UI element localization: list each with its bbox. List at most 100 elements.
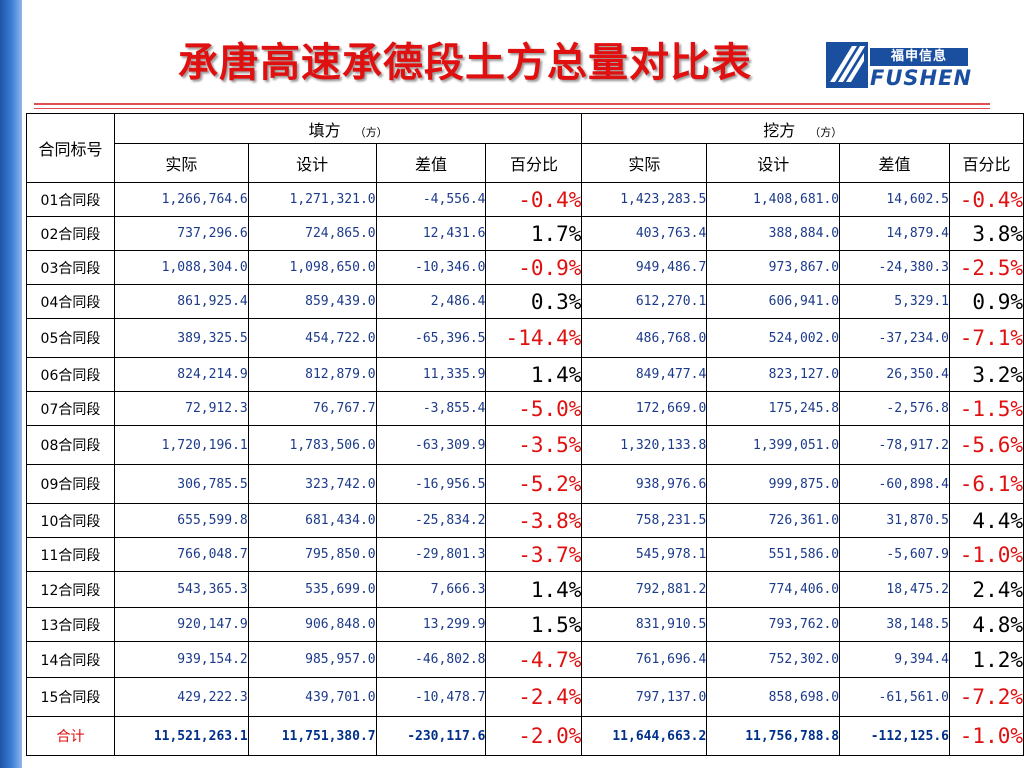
fill-difference-cell: -25,834.2 bbox=[375, 503, 487, 538]
fill-percent-cell: 1.4% bbox=[485, 357, 583, 392]
contract-section-label: 02合同段 bbox=[26, 216, 115, 251]
fill-actual-cell: 861,925.4 bbox=[113, 284, 249, 319]
table-row: 08合同段 1,720,196.1 1,783,506.0 -63,309.9 -3.5… bbox=[26, 425, 1024, 465]
cut-design-cell: 551,586.0 bbox=[706, 537, 841, 572]
table-row: 15合同段 429,222.3 439,701.0 -10,478.7 -2.4% 797… bbox=[26, 677, 1024, 717]
table-row: 06合同段 824,214.9 812,879.0 11,335.9 1.4% 849,4… bbox=[26, 357, 1024, 392]
fill-difference-cell: -29,801.3 bbox=[375, 537, 487, 572]
cut-difference-cell: -2,576.8 bbox=[839, 391, 950, 426]
cut-percent-cell: -5.6% bbox=[949, 425, 1024, 465]
cut-actual-header: 实际 bbox=[581, 143, 708, 183]
cut-actual-cell: 849,477.4 bbox=[581, 357, 708, 392]
fill-design-cell: 724,865.0 bbox=[247, 216, 377, 251]
fill-percent-cell: -14.4% bbox=[485, 318, 583, 358]
fill-actual-cell: 306,785.5 bbox=[113, 464, 249, 504]
total-label: 合计 bbox=[26, 716, 115, 756]
table-row: 12合同段 543,365.3 535,699.0 7,666.3 1.4% 792,88… bbox=[26, 571, 1024, 608]
fill-actual-header: 实际 bbox=[113, 143, 249, 183]
cut-design-cell: 1,399,051.0 bbox=[706, 425, 841, 465]
fushen-logo: 福申信息 FUSHEN bbox=[826, 42, 971, 90]
contract-section-label: 14合同段 bbox=[26, 641, 115, 678]
table-row: 11合同段 766,048.7 795,850.0 -29,801.3 -3.7% 545… bbox=[26, 537, 1024, 572]
fill-group-unit: （方） bbox=[354, 125, 388, 139]
fill-group-label: 填方 bbox=[308, 120, 341, 140]
fill-percent-cell: -0.4% bbox=[485, 182, 583, 217]
cut-actual-cell: 949,486.7 bbox=[581, 250, 708, 285]
table-row: 13合同段 920,147.9 906,848.0 13,299.9 1.5% 831,9… bbox=[26, 607, 1024, 642]
table-row: 05合同段 389,325.5 454,722.0 -65,396.5 -14.4% 48… bbox=[26, 318, 1024, 358]
cut-percent-cell: 0.9% bbox=[949, 284, 1024, 319]
table-row: 14合同段 939,154.2 985,957.0 -46,802.8 -4.7% 761… bbox=[26, 641, 1024, 678]
contract-section-label: 04合同段 bbox=[26, 284, 115, 319]
cut-percent-cell: -0.4% bbox=[949, 182, 1024, 217]
contract-section-label: 07合同段 bbox=[26, 391, 115, 426]
fill-difference-cell: -230,117.6 bbox=[375, 716, 487, 756]
cut-actual-cell: 545,978.1 bbox=[581, 537, 708, 572]
fill-percent-cell: -0.9% bbox=[485, 250, 583, 285]
fill-design-cell: 812,879.0 bbox=[247, 357, 377, 392]
fill-percent-cell: -2.4% bbox=[485, 677, 583, 717]
cut-difference-cell: -37,234.0 bbox=[839, 318, 950, 358]
cut-percent-cell: -2.5% bbox=[949, 250, 1024, 285]
fill-design-cell: 906,848.0 bbox=[247, 607, 377, 642]
fill-design-cell: 1,098,650.0 bbox=[247, 250, 377, 285]
fill-difference-cell: 13,299.9 bbox=[375, 607, 487, 642]
fill-actual-cell: 11,521,263.1 bbox=[113, 716, 249, 756]
cut-actual-cell: 11,644,663.2 bbox=[581, 716, 708, 756]
cut-design-cell: 606,941.0 bbox=[706, 284, 841, 319]
cut-actual-cell: 486,768.0 bbox=[581, 318, 708, 358]
cut-percent-cell: -1.0% bbox=[949, 716, 1024, 756]
fill-percent-cell: -3.5% bbox=[485, 425, 583, 465]
cut-difference-header: 差值 bbox=[839, 143, 950, 183]
fill-design-cell: 985,957.0 bbox=[247, 641, 377, 678]
cut-actual-cell: 758,231.5 bbox=[581, 503, 708, 538]
fill-percent-cell: 1.7% bbox=[485, 216, 583, 251]
fill-percent-cell: -3.7% bbox=[485, 537, 583, 572]
cut-difference-cell: -78,917.2 bbox=[839, 425, 950, 465]
contract-section-label: 11合同段 bbox=[26, 537, 115, 572]
cut-percent-cell: 3.2% bbox=[949, 357, 1024, 392]
fill-difference-cell: -16,956.5 bbox=[375, 464, 487, 504]
cut-actual-cell: 172,669.0 bbox=[581, 391, 708, 426]
cut-design-cell: 973,867.0 bbox=[706, 250, 841, 285]
table-row: 07合同段 72,912.3 76,767.7 -3,855.4 -5.0% 172,66… bbox=[26, 391, 1024, 426]
fill-difference-cell: 7,666.3 bbox=[375, 571, 487, 608]
fill-difference-cell: -4,556.4 bbox=[375, 182, 487, 217]
cut-percent-cell: 1.2% bbox=[949, 641, 1024, 678]
fill-percent-cell: -4.7% bbox=[485, 641, 583, 678]
fill-design-cell: 454,722.0 bbox=[247, 318, 377, 358]
contract-section-label: 05合同段 bbox=[26, 318, 115, 358]
fill-percent-cell: 1.4% bbox=[485, 571, 583, 608]
fill-percent-cell: 0.3% bbox=[485, 284, 583, 319]
cut-difference-cell: -60,898.4 bbox=[839, 464, 950, 504]
fill-actual-cell: 920,147.9 bbox=[113, 607, 249, 642]
fill-difference-header: 差值 bbox=[375, 143, 487, 183]
cut-difference-cell: 14,602.5 bbox=[839, 182, 950, 217]
fill-group-header: 填方 （方） bbox=[113, 113, 583, 144]
cut-design-cell: 388,884.0 bbox=[706, 216, 841, 251]
cut-actual-cell: 612,270.1 bbox=[581, 284, 708, 319]
cut-design-cell: 524,002.0 bbox=[706, 318, 841, 358]
fill-percent-cell: -3.8% bbox=[485, 503, 583, 538]
fill-actual-cell: 939,154.2 bbox=[113, 641, 249, 678]
cut-percent-cell: -7.2% bbox=[949, 677, 1024, 717]
contract-section-label: 12合同段 bbox=[26, 571, 115, 608]
cut-group-unit: （方） bbox=[809, 125, 843, 139]
cut-design-cell: 823,127.0 bbox=[706, 357, 841, 392]
fill-difference-cell: -63,309.9 bbox=[375, 425, 487, 465]
contract-section-label: 03合同段 bbox=[26, 250, 115, 285]
fill-actual-cell: 1,088,304.0 bbox=[113, 250, 249, 285]
table-row: 04合同段 861,925.4 859,439.0 2,486.4 0.3% 612,27… bbox=[26, 284, 1024, 319]
table-row: 03合同段 1,088,304.0 1,098,650.0 -10,346.0 -0.9… bbox=[26, 250, 1024, 285]
fill-difference-cell: -3,855.4 bbox=[375, 391, 487, 426]
contract-section-label: 15合同段 bbox=[26, 677, 115, 717]
fill-difference-cell: 11,335.9 bbox=[375, 357, 487, 392]
contract-section-label: 10合同段 bbox=[26, 503, 115, 538]
fill-percent-cell: 1.5% bbox=[485, 607, 583, 642]
fill-design-cell: 535,699.0 bbox=[247, 571, 377, 608]
fill-percent-header: 百分比 bbox=[485, 143, 583, 183]
contract-section-label: 06合同段 bbox=[26, 357, 115, 392]
cut-actual-cell: 761,696.4 bbox=[581, 641, 708, 678]
cut-actual-cell: 938,976.6 bbox=[581, 464, 708, 504]
fill-actual-cell: 1,720,196.1 bbox=[113, 425, 249, 465]
